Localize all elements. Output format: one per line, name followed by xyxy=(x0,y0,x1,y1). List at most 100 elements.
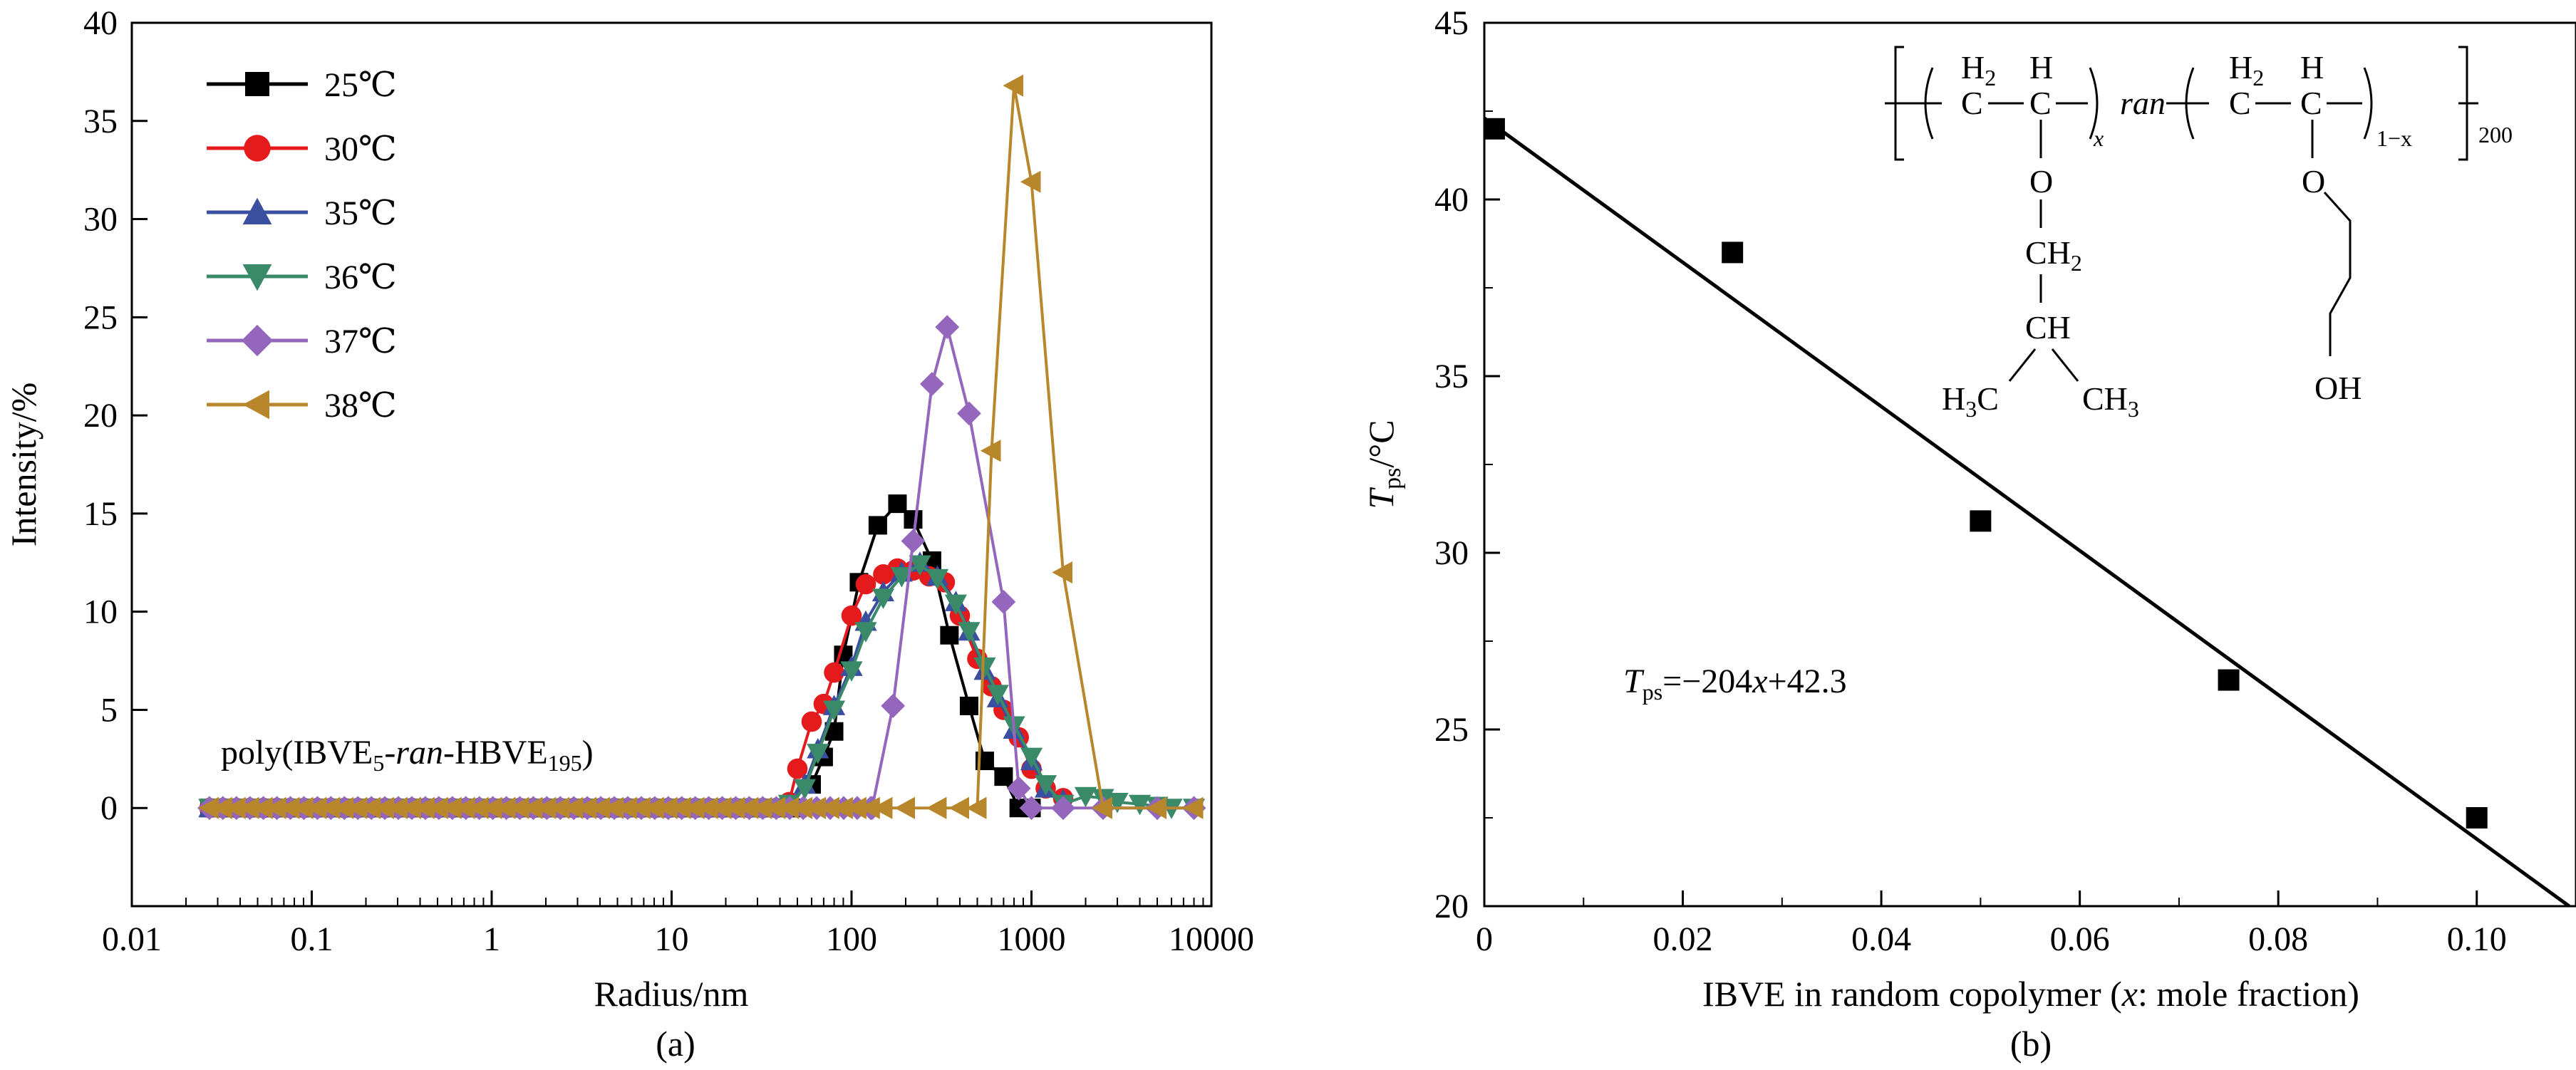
paren-right-2 xyxy=(2363,67,2373,140)
legend-item: 25℃ xyxy=(207,66,397,104)
data-point xyxy=(346,796,368,819)
fit-line xyxy=(1483,116,2570,908)
legend-marker xyxy=(245,72,269,96)
data-point xyxy=(1074,786,1097,808)
data-point xyxy=(1020,747,1043,769)
series-line xyxy=(209,566,1064,810)
data-point xyxy=(1146,796,1167,819)
data-point xyxy=(576,796,597,819)
x-tick-label-a: 10000 xyxy=(1169,920,1254,958)
data-point xyxy=(562,796,584,819)
data-point xyxy=(684,796,705,819)
legend-label: 36℃ xyxy=(324,259,397,296)
chemical-structure: 200 H2 C H C x O CH2 CH H3C CH3 ran xyxy=(1885,46,2513,422)
u1-h: H xyxy=(2029,49,2053,85)
u1-ch2: CH2 xyxy=(2025,234,2082,276)
data-point xyxy=(1483,118,1505,140)
y-tick-label-a: 0 xyxy=(100,789,118,827)
u2-sub: 1−x xyxy=(2376,125,2412,151)
data-point xyxy=(724,796,745,819)
series-group-a xyxy=(197,74,1206,821)
data-point xyxy=(948,796,970,819)
data-point xyxy=(400,796,421,819)
data-point xyxy=(1019,796,1044,821)
data-point xyxy=(751,796,772,819)
data-point xyxy=(805,796,827,819)
y-tick-label-a: 10 xyxy=(83,593,118,631)
series-4 xyxy=(198,555,1206,819)
data-point xyxy=(926,796,947,819)
data-point xyxy=(239,796,259,819)
annotation-sub2: 195 xyxy=(548,750,582,776)
data-point xyxy=(991,589,1016,614)
data-point xyxy=(360,796,381,819)
data-point xyxy=(738,796,759,819)
y-tick-label-a: 35 xyxy=(83,103,118,140)
u2-h: H xyxy=(2300,49,2324,85)
u1-o: O xyxy=(2029,163,2053,199)
data-point xyxy=(710,796,732,819)
data-point xyxy=(855,573,876,595)
u1-h3c: H3C xyxy=(1942,380,1999,422)
x-tick-label-b: 0 xyxy=(1476,920,1493,958)
data-point xyxy=(980,440,1001,462)
data-point xyxy=(1128,794,1152,816)
data-point xyxy=(986,685,1009,705)
data-point xyxy=(888,494,907,514)
data-point xyxy=(1034,775,1057,796)
data-point xyxy=(926,568,949,590)
data-point xyxy=(630,796,651,819)
y-tick-label-b: 25 xyxy=(1434,711,1469,749)
data-point xyxy=(643,796,664,819)
data-point xyxy=(252,796,273,819)
y-tick-label-a: 20 xyxy=(83,397,118,435)
data-point xyxy=(822,700,846,722)
plot-frame-a xyxy=(130,21,1213,908)
annotation-sub1: 5 xyxy=(373,750,384,776)
data-point xyxy=(792,796,813,819)
data-point xyxy=(2218,669,2240,691)
x-tick-label-b: 0.08 xyxy=(2248,920,2308,958)
x-label-b-prefix: IBVE in random copolymer ( xyxy=(1702,974,2122,1014)
legend-item: 37℃ xyxy=(207,323,397,360)
data-point xyxy=(279,796,300,819)
x-tick-label-a: 1 xyxy=(483,920,500,958)
data-point xyxy=(535,796,557,819)
y-tick-label-b: 35 xyxy=(1434,358,1469,395)
data-point xyxy=(2466,807,2488,829)
x-axis-label-a: Radius/nm xyxy=(594,974,749,1014)
data-point xyxy=(266,796,286,819)
data-point xyxy=(1052,561,1072,584)
data-point xyxy=(428,796,448,819)
bond-u2-chain xyxy=(2323,191,2352,356)
annotation-a: poly(IBVE5-ran-HBVE195) xyxy=(221,734,594,776)
paren-right-1 xyxy=(2089,67,2099,140)
annotation-mid: -HBVE xyxy=(443,734,548,772)
data-point xyxy=(455,796,475,819)
data-point xyxy=(671,796,691,819)
legend-marker xyxy=(241,324,274,357)
u1-ch: CH xyxy=(2025,309,2071,346)
data-point xyxy=(920,372,944,396)
x-tick-label-a: 1000 xyxy=(998,920,1066,958)
annotation-prefix: poly(IBVE xyxy=(221,734,373,772)
legend-marker xyxy=(242,197,272,224)
data-point xyxy=(1092,796,1112,819)
y-tick-label-b: 45 xyxy=(1434,4,1469,42)
x-tick-label-a: 0.01 xyxy=(102,920,162,958)
data-point xyxy=(859,796,880,819)
data-point xyxy=(778,796,800,819)
data-point xyxy=(994,767,1013,786)
u1-h2: H2 xyxy=(1961,49,1996,90)
data-point xyxy=(292,796,314,819)
ticks-b: 0 0.02 0.04 0.06 0.08 0.10 20 25 30 35 40 45 xyxy=(1434,4,2507,958)
y-tick-label-a: 30 xyxy=(83,201,118,239)
y-tick-label-b: 40 xyxy=(1434,181,1469,219)
data-point xyxy=(1006,776,1031,801)
equation-x: x xyxy=(1752,663,1767,700)
data-point xyxy=(373,796,395,819)
y-label-b-sub: ps xyxy=(1380,468,1406,489)
u2-c1: C xyxy=(2229,85,2251,121)
data-point xyxy=(1051,796,1075,821)
data-point xyxy=(824,662,844,683)
